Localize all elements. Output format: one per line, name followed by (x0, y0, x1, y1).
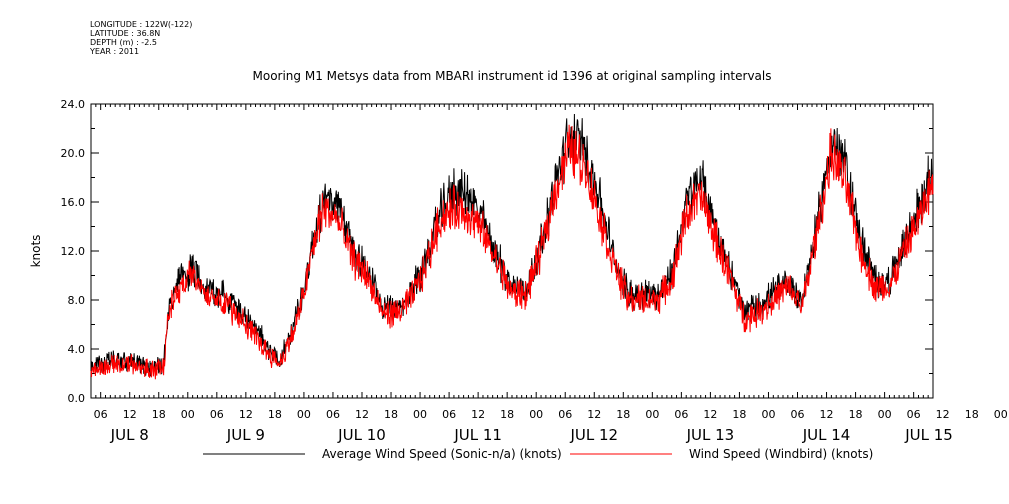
x-tick-label: 06 (674, 408, 688, 421)
x-day-label: JUL 10 (337, 426, 386, 444)
series-group (90, 113, 934, 380)
x-tick-label: 06 (210, 408, 224, 421)
legend: Average Wind Speed (Sonic-n/a) (knots) Wi… (203, 447, 873, 461)
x-tick-label: 00 (297, 408, 311, 421)
x-day-label: JUL 8 (110, 426, 149, 444)
x-day-label: JUL 13 (686, 426, 735, 444)
y-tick-label: 20.0 (61, 147, 86, 160)
x-tick-label: 06 (907, 408, 921, 421)
x-day-label: JUL 11 (453, 426, 502, 444)
longitude-text: LONGITUDE : 122W(-122) (90, 20, 193, 29)
x-tick-label: 18 (849, 408, 863, 421)
y-axis-label: knots (29, 235, 43, 268)
y-tick-label: 16.0 (61, 196, 86, 209)
year-text: YEAR : 2011 (90, 47, 140, 56)
x-tick-label: 00 (645, 408, 659, 421)
depth-text: DEPTH (m) : -2.5 (90, 38, 157, 47)
x-tick-label: 18 (500, 408, 514, 421)
y-tick-label: 8.0 (68, 294, 86, 307)
x-tick-label: 12 (123, 408, 137, 421)
y-tick-label: 12.0 (61, 245, 86, 258)
x-axis: 06 12 18 00 06 12 18 00 06 12 18 00 06 12 18 00 06 12 18 00… (90, 104, 1008, 444)
series-line-1 (90, 113, 934, 377)
x-day-label: JUL 14 (802, 426, 851, 444)
x-tick-label: 00 (181, 408, 195, 421)
x-tick-label: 06 (442, 408, 456, 421)
x-tick-label: 00 (761, 408, 775, 421)
chart-title: Mooring M1 Metsys data from MBARI instru… (253, 69, 772, 83)
x-tick-label: 12 (355, 408, 369, 421)
x-tick-label: 12 (471, 408, 485, 421)
y-tick-label: 4.0 (68, 343, 86, 356)
metadata-block: LONGITUDE : 122W(-122) LATITUDE : 36.8N … (90, 20, 192, 56)
y-axis: 0.0 4.0 8.0 12.0 16.0 20.0 24.0 (61, 98, 933, 405)
x-tick-label: 00 (529, 408, 543, 421)
y-tick-label: 24.0 (61, 98, 86, 111)
x-tick-label: 18 (616, 408, 630, 421)
x-tick-label: 12 (703, 408, 717, 421)
x-tick-label: 18 (384, 408, 398, 421)
x-day-label: JUL 15 (904, 426, 953, 444)
latitude-text: LATITUDE : 36.8N (90, 29, 161, 38)
x-tick-label: 00 (413, 408, 427, 421)
x-tick-label: 18 (965, 408, 979, 421)
x-tick-label: 18 (732, 408, 746, 421)
x-tick-label: 12 (239, 408, 253, 421)
x-tick-label: 18 (268, 408, 282, 421)
x-tick-label: 12 (820, 408, 834, 421)
legend-label-1: Average Wind Speed (Sonic-n/a) (knots) (322, 447, 562, 461)
x-tick-label: 06 (326, 408, 340, 421)
x-tick-label: 12 (587, 408, 601, 421)
x-day-label: JUL 9 (226, 426, 265, 444)
x-tick-label: 00 (878, 408, 892, 421)
y-tick-label: 0.0 (68, 392, 86, 405)
x-tick-label: 06 (94, 408, 108, 421)
x-tick-label: 12 (936, 408, 950, 421)
x-tick-label: 06 (558, 408, 572, 421)
x-day-label: JUL 12 (569, 426, 618, 444)
legend-label-2: Wind Speed (Windbird) (knots) (689, 447, 873, 461)
x-tick-label: 06 (791, 408, 805, 421)
x-tick-label: 00 (994, 408, 1008, 421)
series-line-2 (90, 124, 934, 380)
x-tick-label: 18 (152, 408, 166, 421)
plot-frame (90, 103, 934, 399)
